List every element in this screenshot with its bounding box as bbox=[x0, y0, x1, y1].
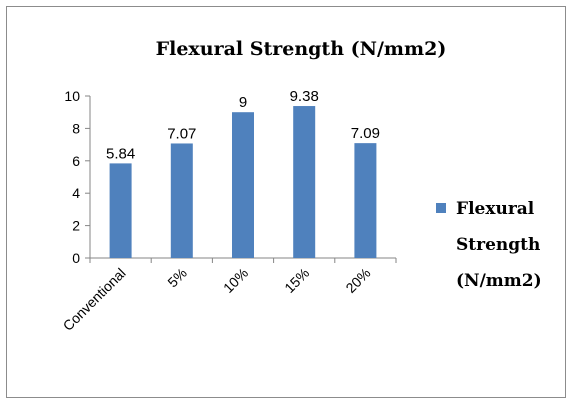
bar bbox=[170, 143, 193, 258]
category-labels: Conventional 5% 10% 15% 20% bbox=[60, 265, 374, 334]
y-tick-label: 4 bbox=[72, 185, 80, 201]
bar bbox=[354, 143, 377, 258]
y-axis: 0 2 4 6 8 10 bbox=[64, 88, 91, 266]
data-label: 7.09 bbox=[351, 125, 380, 142]
legend-line-3: (N/mm2) bbox=[456, 271, 542, 291]
category-label: 15% bbox=[281, 265, 312, 296]
chart-frame bbox=[6, 6, 566, 398]
legend-swatch bbox=[436, 203, 446, 213]
category-label: 10% bbox=[220, 265, 251, 296]
legend: Flexural Strength (N/mm2) bbox=[436, 199, 542, 291]
legend-line-1: Flexural bbox=[456, 199, 535, 219]
bar bbox=[232, 112, 254, 258]
category-label: Conventional bbox=[60, 265, 129, 334]
bar bbox=[109, 163, 132, 258]
y-tick-label: 2 bbox=[72, 218, 80, 234]
data-labels: 5.84 7.07 9 9.38 7.09 bbox=[106, 88, 380, 162]
bar-series bbox=[109, 106, 377, 258]
x-axis bbox=[89, 257, 397, 263]
legend-line-2: Strength bbox=[456, 235, 540, 255]
category-label: 5% bbox=[164, 265, 190, 291]
category-label: 20% bbox=[342, 265, 373, 296]
y-tick-label: 8 bbox=[72, 120, 80, 136]
chart-title: Flexural Strength (N/mm2) bbox=[156, 38, 447, 60]
data-label: 7.07 bbox=[167, 125, 196, 142]
data-label: 9.38 bbox=[290, 88, 319, 105]
y-tick-label: 0 bbox=[72, 250, 80, 266]
y-tick-label: 10 bbox=[64, 88, 80, 104]
bar bbox=[293, 106, 316, 258]
data-label: 5.84 bbox=[106, 145, 135, 162]
y-tick-label: 6 bbox=[72, 153, 80, 169]
data-label: 9 bbox=[239, 94, 247, 111]
